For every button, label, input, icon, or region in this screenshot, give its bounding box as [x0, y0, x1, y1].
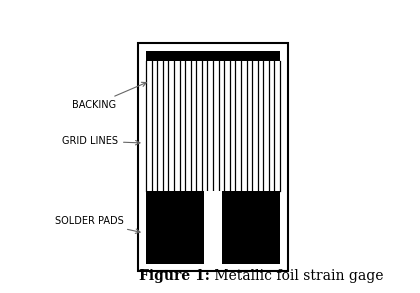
Bar	[146, 61, 280, 191]
Bar	[146, 51, 280, 61]
Text: Figure 1:: Figure 1:	[139, 269, 210, 283]
Text: Metallic foil strain gage: Metallic foil strain gage	[210, 269, 383, 283]
Text: BACKING: BACKING	[72, 82, 146, 110]
Bar	[204, 191, 222, 196]
Bar	[138, 43, 288, 271]
Bar	[222, 196, 280, 264]
Bar	[146, 191, 280, 196]
Text: SOLDER PADS: SOLDER PADS	[55, 216, 140, 233]
Text: GRID LINES: GRID LINES	[62, 136, 140, 146]
Bar	[146, 196, 204, 264]
